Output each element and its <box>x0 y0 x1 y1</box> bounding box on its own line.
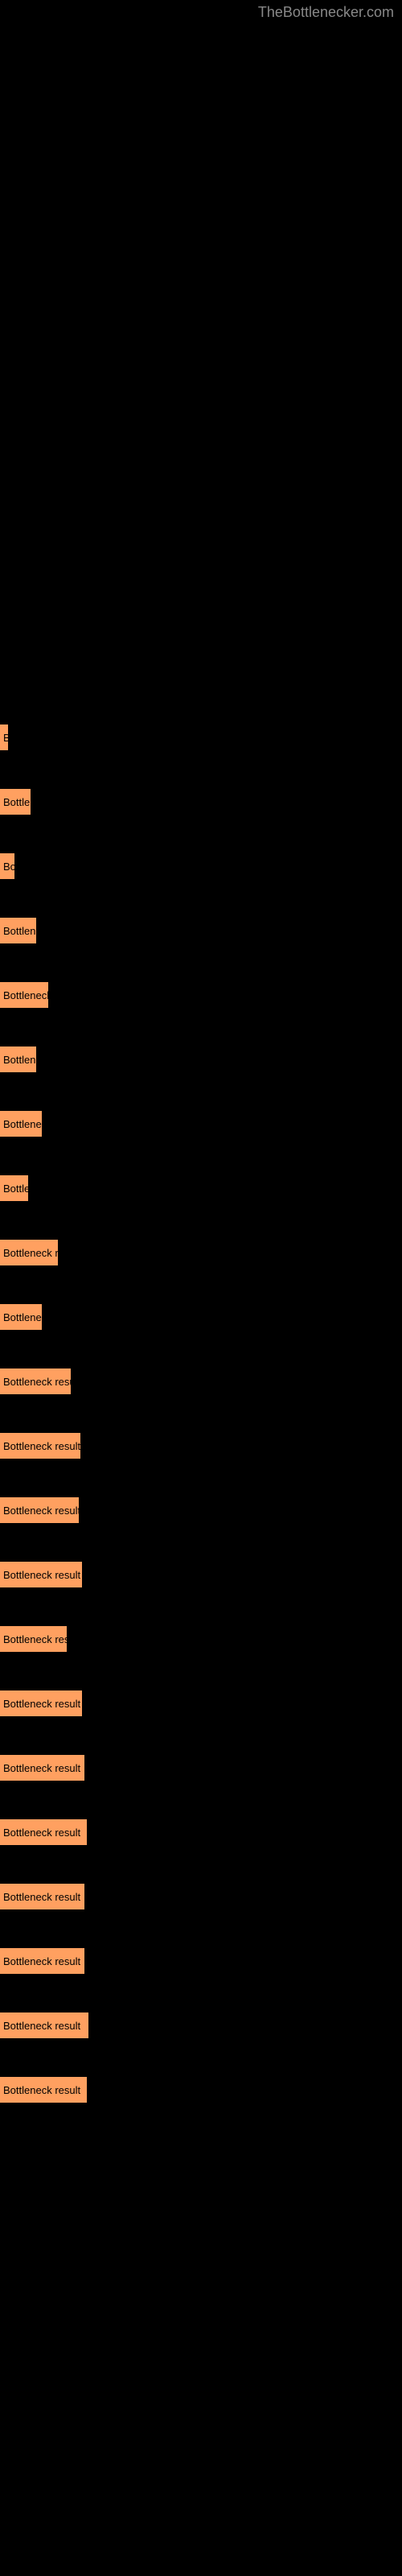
bar-row: Bottleneck result <box>0 1433 402 1459</box>
bar-row: Bottle <box>0 1175 402 1201</box>
chart-bar: Bottleneck result <box>0 1884 84 1909</box>
chart-bar: Bottlenec <box>0 1111 42 1137</box>
chart-bar: Bottleneck result <box>0 1690 82 1716</box>
chart-bar: Bottle <box>0 1175 28 1201</box>
chart-bar: Bottler <box>0 789 31 815</box>
watermark-text: TheBottlenecker.com <box>258 4 394 21</box>
chart-bar: Bottlene <box>0 1046 36 1072</box>
bar-row: B <box>0 724 402 750</box>
bar-row: Bottlene <box>0 918 402 943</box>
bar-row: Bottleneck result <box>0 1755 402 1781</box>
bar-row: Bottleneck result <box>0 2077 402 2103</box>
bar-row: Bottleneck result <box>0 1562 402 1587</box>
bar-row: Bottleneck result <box>0 1819 402 1845</box>
chart-bar: Bottleneck result <box>0 1433 80 1459</box>
chart-container: B Bottler Bo Bottlene Bottleneck Bottlene Bott… <box>0 0 402 2103</box>
chart-bar: Bottleneck resu <box>0 1368 71 1394</box>
bar-row: Bottler <box>0 789 402 815</box>
bar-row: Bottlenec <box>0 1304 402 1330</box>
bar-row: Bottleneck r <box>0 1240 402 1265</box>
bar-row: Bottlene <box>0 1046 402 1072</box>
chart-bar: Bottleneck result <box>0 1819 87 1845</box>
chart-bar: Bottleneck result <box>0 1562 82 1587</box>
chart-bar: Bottleneck result <box>0 2077 87 2103</box>
bar-row: Bottleneck result <box>0 1690 402 1716</box>
chart-bar: Bottleneck result <box>0 1755 84 1781</box>
bar-row: Bo <box>0 853 402 879</box>
chart-bar: Bo <box>0 853 14 879</box>
chart-bar: B <box>0 724 8 750</box>
bar-row: Bottlenec <box>0 1111 402 1137</box>
chart-bar: Bottlenec <box>0 1304 42 1330</box>
chart-bar: Bottleneck <box>0 982 48 1008</box>
chart-bar: Bottlene <box>0 918 36 943</box>
bar-row: Bottleneck res <box>0 1626 402 1652</box>
chart-bar: Bottleneck result <box>0 2013 88 2038</box>
bar-row: Bottleneck <box>0 982 402 1008</box>
bar-row: Bottleneck result <box>0 1884 402 1909</box>
chart-bar: Bottleneck result <box>0 1948 84 1974</box>
bar-row: Bottleneck resu <box>0 1368 402 1394</box>
chart-bar: Bottleneck result <box>0 1497 79 1523</box>
chart-bar: Bottleneck r <box>0 1240 58 1265</box>
bar-row: Bottleneck result <box>0 1497 402 1523</box>
bar-row: Bottleneck result <box>0 1948 402 1974</box>
bar-row: Bottleneck result <box>0 2013 402 2038</box>
chart-bar: Bottleneck res <box>0 1626 67 1652</box>
